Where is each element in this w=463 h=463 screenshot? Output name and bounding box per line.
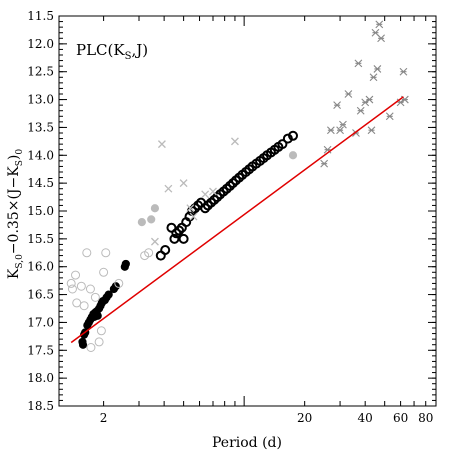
- data-point: [94, 337, 104, 347]
- data-point: [157, 140, 166, 149]
- y-tick-label: 17.0: [27, 315, 54, 329]
- data-point: [99, 267, 109, 277]
- data-point: [147, 215, 156, 224]
- data-point: [277, 139, 288, 150]
- data-point: [144, 248, 154, 258]
- data-point: [137, 218, 146, 227]
- y-tick-label: 18.0: [27, 371, 54, 385]
- data-point: [365, 95, 374, 104]
- data-point: [121, 259, 130, 269]
- y-tick-label: 13.5: [27, 120, 54, 134]
- data-point: [201, 190, 210, 199]
- y-tick-label: 14.5: [27, 176, 54, 190]
- data-point: [200, 203, 211, 214]
- data-point: [385, 112, 394, 121]
- x-tick-label: 20: [297, 411, 312, 425]
- data-point: [189, 212, 198, 221]
- y-tick-label: 18.5: [27, 399, 54, 413]
- data-point: [373, 65, 382, 73]
- data-point: [369, 73, 378, 82]
- data-point: [320, 159, 329, 168]
- y-tick-label: 14.0: [27, 148, 54, 162]
- data-point: [230, 137, 239, 146]
- data-point: [399, 67, 408, 76]
- data-point: [150, 204, 160, 213]
- data-point: [72, 298, 82, 308]
- data-point: [114, 278, 124, 288]
- data-point: [150, 237, 159, 246]
- data-point: [174, 225, 185, 236]
- x-tick-label: 80: [418, 411, 433, 425]
- data-point: [104, 290, 113, 299]
- fit-line: [70, 96, 404, 344]
- data-point: [354, 59, 363, 68]
- data-point: [288, 151, 298, 160]
- data-point: [160, 245, 171, 255]
- data-point: [66, 278, 76, 288]
- data-point: [164, 184, 173, 193]
- data-point: [344, 90, 353, 98]
- data-point: [96, 326, 106, 336]
- y-tick-label: 12.0: [27, 37, 54, 51]
- data-point: [367, 126, 376, 135]
- data-point: [186, 204, 195, 213]
- svg-text:KS,0−0.35×(J−KS)0: KS,0−0.35×(J−KS)0: [6, 149, 25, 279]
- data-point: [90, 292, 100, 302]
- data-point: [179, 179, 188, 188]
- data-point: [333, 101, 341, 110]
- y-axis-label: KS,0−0.35×(J−KS)0: [6, 149, 25, 279]
- data-point: [336, 126, 344, 135]
- data-point: [377, 34, 385, 43]
- y-tick-label: 12.5: [27, 65, 54, 79]
- data-point: [339, 120, 347, 129]
- y-tick-label: 15.0: [27, 204, 54, 218]
- data-point: [85, 284, 95, 294]
- data-point: [178, 233, 189, 244]
- x-tick-label: 2: [100, 411, 108, 425]
- x-axis-label: Period (d): [212, 435, 282, 451]
- data-point: [86, 343, 96, 352]
- data-point: [67, 284, 77, 294]
- x-tick-label: 40: [358, 411, 373, 425]
- y-tick-label: 11.5: [27, 9, 54, 23]
- y-tick-label: 13.0: [27, 93, 54, 107]
- data-points: [66, 20, 409, 352]
- data-point: [76, 281, 86, 291]
- data-point: [326, 126, 335, 135]
- data-point: [93, 311, 102, 320]
- data-point: [209, 187, 217, 196]
- data-point: [71, 270, 81, 280]
- y-tick-label: 17.5: [27, 343, 54, 357]
- data-point: [169, 233, 180, 244]
- y-tick-label: 15.5: [27, 232, 54, 246]
- data-point: [282, 133, 293, 144]
- data-point: [101, 248, 111, 258]
- y-tick-label: 16.5: [27, 288, 54, 302]
- data-point: [82, 248, 92, 258]
- plot-frame: [58, 15, 437, 407]
- y-tick-label: 16.0: [27, 260, 54, 274]
- data-point: [375, 20, 384, 29]
- data-point: [288, 130, 299, 141]
- data-point: [171, 228, 182, 239]
- axis-ticks: 11.5 12.0 12.5 13.0 13.5 14.0 14.5 15.0 15.5 16.0…: [27, 9, 437, 425]
- data-point: [356, 106, 365, 115]
- panel-label: PLC(KS,J): [76, 41, 148, 62]
- x-tick-label: 60: [393, 411, 408, 425]
- data-point: [78, 340, 88, 349]
- data-point: [79, 301, 89, 311]
